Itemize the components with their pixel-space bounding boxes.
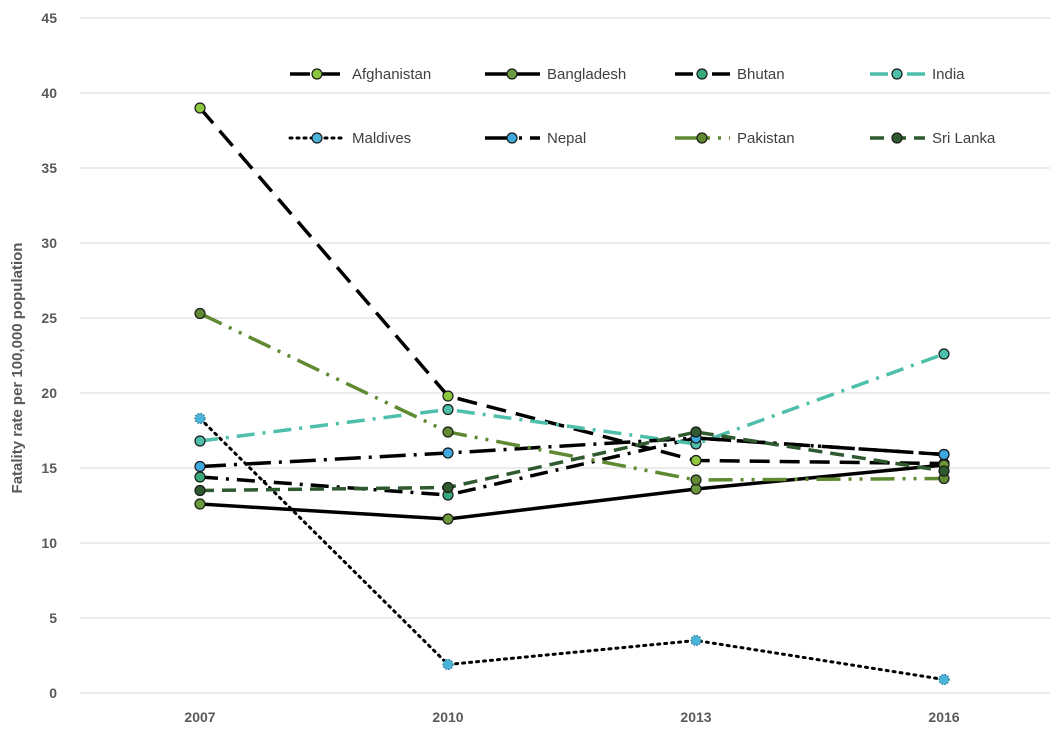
x-tick-label: 2007 bbox=[184, 709, 215, 725]
series-line bbox=[199, 311, 945, 482]
y-axis-title: Fatality rate per 100,000 population bbox=[9, 243, 26, 494]
y-tick-label: 15 bbox=[41, 460, 57, 476]
legend-label: Afghanistan bbox=[352, 66, 431, 83]
series-india bbox=[194, 348, 950, 450]
series-lines bbox=[194, 102, 950, 686]
legend-marker bbox=[506, 132, 518, 144]
legend-marker bbox=[891, 68, 903, 80]
data-point bbox=[442, 390, 454, 402]
x-tick-label: 2016 bbox=[928, 709, 959, 725]
data-point bbox=[690, 474, 702, 486]
legend-item-bhutan: Bhutan bbox=[675, 66, 785, 83]
data-point bbox=[194, 460, 206, 473]
series-bangladesh bbox=[194, 459, 950, 525]
data-point bbox=[194, 484, 206, 497]
series-line bbox=[199, 436, 945, 469]
legend-label: Nepal bbox=[547, 130, 586, 147]
data-point bbox=[442, 426, 454, 438]
y-tick-label: 10 bbox=[41, 535, 57, 551]
data-point bbox=[690, 634, 702, 647]
data-point bbox=[938, 348, 950, 360]
data-point bbox=[690, 454, 702, 467]
data-point bbox=[194, 471, 206, 483]
legend-label: Pakistan bbox=[737, 130, 795, 147]
data-point bbox=[442, 481, 454, 494]
legend-marker bbox=[311, 132, 323, 144]
data-point bbox=[938, 673, 950, 686]
data-point bbox=[938, 465, 950, 477]
y-tick-label: 35 bbox=[41, 160, 57, 176]
legend-marker bbox=[506, 68, 518, 80]
legend-marker bbox=[891, 132, 903, 144]
legend-item-india: India bbox=[870, 66, 965, 83]
y-tick-label: 20 bbox=[41, 385, 57, 401]
data-point bbox=[194, 412, 206, 425]
legend-label: Sri Lanka bbox=[932, 130, 996, 147]
data-point bbox=[690, 426, 702, 438]
x-tick-label: 2013 bbox=[680, 709, 711, 725]
series-afghanistan bbox=[194, 102, 950, 470]
series-line bbox=[198, 106, 945, 466]
legend: Afghanistan Bangladesh Bhutan India Maldives… bbox=[288, 66, 996, 147]
y-tick-label: 25 bbox=[41, 310, 57, 326]
y-tick-label: 30 bbox=[41, 235, 57, 251]
legend-marker bbox=[696, 68, 708, 80]
legend-item-afghanistan: Afghanistan bbox=[290, 66, 431, 83]
y-tick-label: 5 bbox=[49, 610, 57, 626]
data-point bbox=[194, 307, 206, 320]
series-line bbox=[198, 417, 946, 681]
legend-label: Maldives bbox=[352, 130, 411, 147]
legend-item-pakistan: Pakistan bbox=[675, 130, 795, 147]
legend-item-bangladesh: Bangladesh bbox=[485, 66, 626, 83]
legend-marker bbox=[696, 132, 708, 144]
y-tick-label: 40 bbox=[41, 85, 57, 101]
gridlines bbox=[80, 17, 1050, 694]
legend-label: Bangladesh bbox=[547, 66, 626, 83]
legend-item-sri-lanka: Sri Lanka bbox=[870, 130, 996, 147]
legend-label: Bhutan bbox=[737, 66, 785, 83]
legend-label: India bbox=[932, 66, 965, 83]
data-point bbox=[442, 513, 454, 525]
legend-item-maldives: Maldives bbox=[288, 130, 411, 147]
data-point bbox=[442, 403, 454, 416]
series-line bbox=[199, 463, 945, 521]
series-line bbox=[199, 436, 945, 497]
series-maldives bbox=[194, 412, 950, 686]
data-point bbox=[194, 498, 206, 510]
series-sri-lanka bbox=[194, 426, 950, 497]
y-tick-label: 0 bbox=[49, 685, 57, 701]
series-line bbox=[199, 430, 945, 493]
data-point bbox=[194, 435, 206, 447]
x-axis-ticks: 2007 2010 2013 2016 bbox=[184, 709, 959, 725]
y-axis-ticks: 0 5 10 15 20 25 30 35 40 45 bbox=[41, 10, 57, 701]
data-point bbox=[194, 102, 206, 114]
data-point bbox=[442, 658, 454, 671]
x-tick-label: 2010 bbox=[432, 709, 463, 725]
series-bhutan bbox=[194, 432, 950, 501]
series-line bbox=[199, 352, 945, 446]
data-point bbox=[938, 448, 950, 461]
y-tick-label: 45 bbox=[41, 10, 57, 26]
data-point bbox=[442, 447, 454, 459]
legend-item-nepal: Nepal bbox=[485, 130, 586, 147]
legend-marker bbox=[311, 68, 323, 80]
